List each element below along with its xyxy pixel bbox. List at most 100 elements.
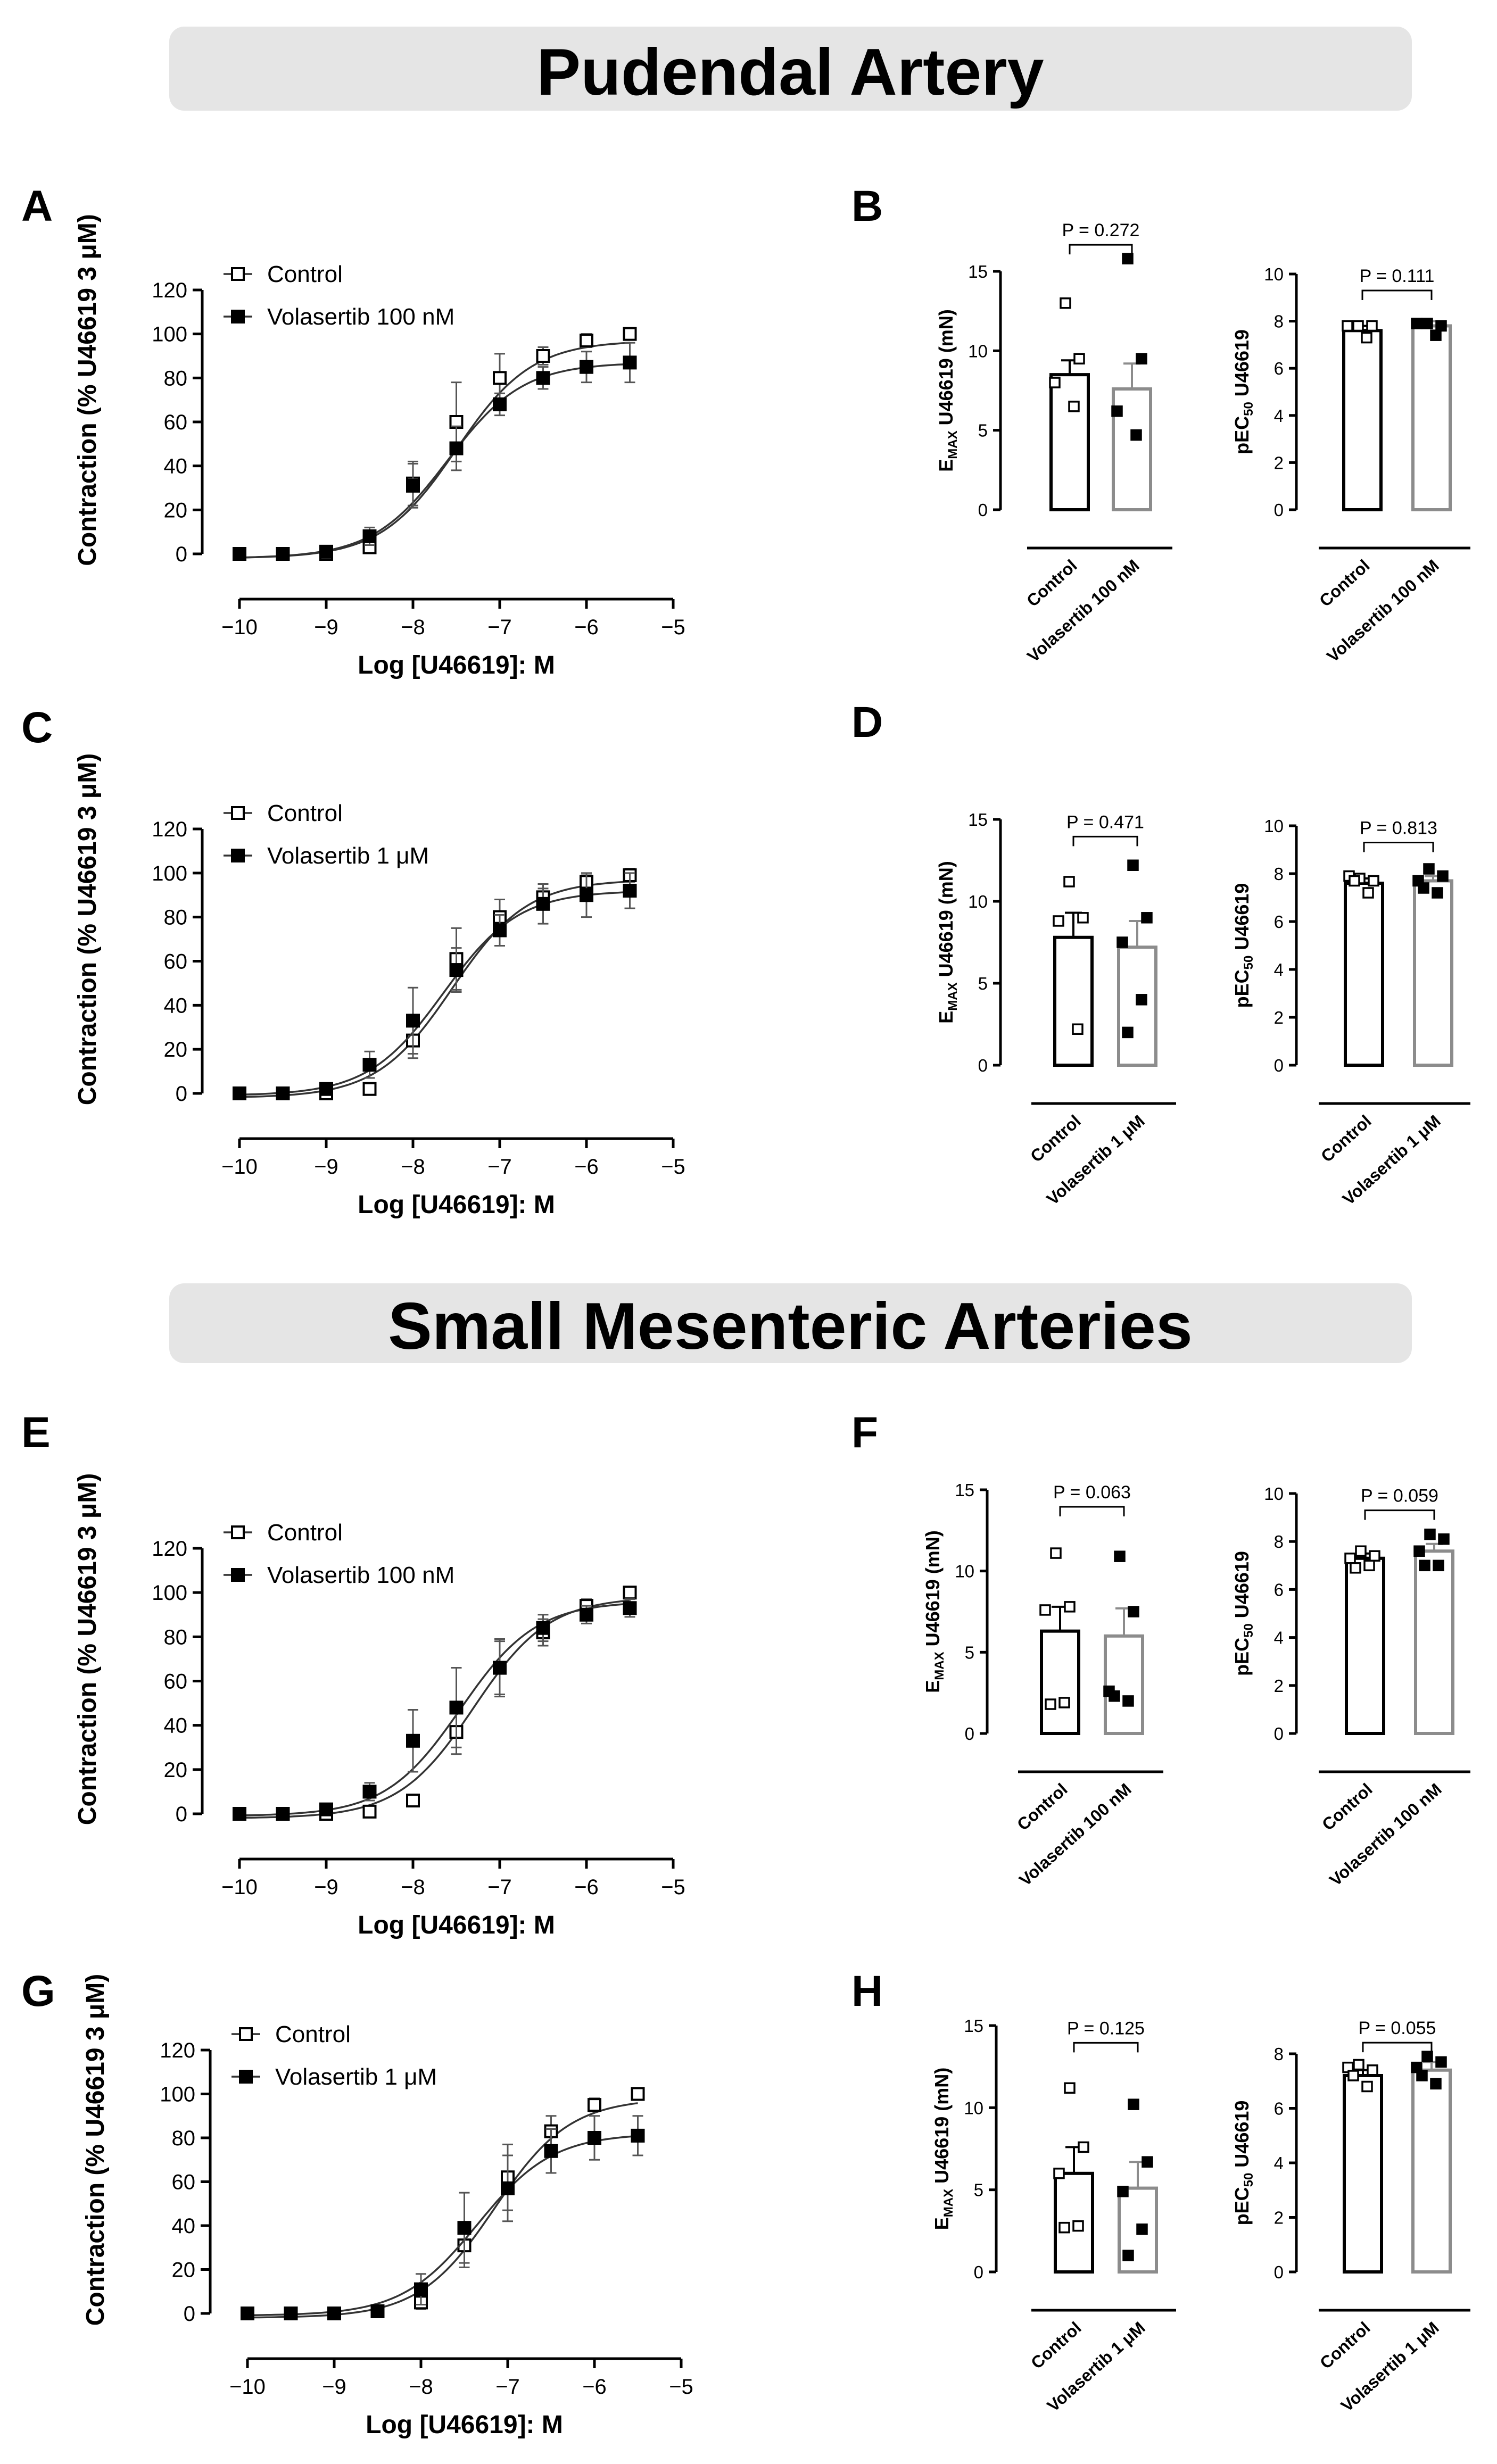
- y-tick-label: 60: [172, 2171, 196, 2194]
- bar-control: [1345, 1556, 1385, 1736]
- bar-control: [1049, 373, 1090, 512]
- y-tick-label: 10: [968, 892, 988, 911]
- y-tick-label: 0: [978, 1056, 988, 1075]
- x-tick-label: −5: [661, 616, 685, 639]
- p-value-label: P = 0.125: [1067, 2018, 1145, 2038]
- category-label: Control: [1027, 1111, 1085, 1166]
- y-tick-label: 80: [164, 906, 188, 930]
- series-treatment: Volasertib 100 nM: [224, 304, 637, 561]
- category-label: Volasertib 100 nM: [1323, 555, 1443, 666]
- x-tick-label: −5: [669, 2375, 693, 2399]
- panel-letter: G: [21, 1967, 55, 2015]
- y-tick-label: 10: [955, 1562, 974, 1581]
- y-tick-label: 20: [164, 499, 188, 522]
- x-tick-label: −8: [409, 2375, 433, 2399]
- data-point: [449, 963, 464, 977]
- data-point: [1435, 320, 1447, 332]
- y-tick-label: 4: [1274, 960, 1284, 980]
- legend-label: Control: [267, 261, 343, 287]
- data-point: [1053, 915, 1064, 927]
- legend-label: Control: [267, 800, 343, 826]
- x-tick-label: −9: [322, 2375, 346, 2399]
- y-tick-label: 6: [1274, 1580, 1284, 1599]
- y-tick-label: 15: [955, 1480, 974, 1500]
- y-tick-label: 10: [1264, 264, 1284, 284]
- x-tick-label: −7: [487, 1155, 512, 1179]
- data-point: [1077, 912, 1089, 924]
- data-point: [1072, 1023, 1084, 1035]
- y-axis-title: Contraction (% U46619 3 μM): [73, 753, 102, 1106]
- x-tick-label: −6: [582, 2375, 607, 2399]
- fit-curve: [247, 2102, 638, 2319]
- category-label: Control: [1316, 2318, 1374, 2372]
- data-point: [1128, 2098, 1139, 2110]
- legend-marker: [231, 1568, 245, 1582]
- data-point: [1064, 1601, 1076, 1613]
- data-point: [493, 923, 507, 938]
- data-point: [1352, 320, 1364, 332]
- x-axis-title: Log [U46619]: M: [358, 1191, 555, 1219]
- data-point: [1060, 297, 1071, 309]
- y-tick-label: 4: [1274, 1628, 1284, 1648]
- y-tick-label: 10: [968, 341, 988, 361]
- y-tick-label: 40: [164, 1714, 188, 1738]
- category-label: Control: [1013, 1779, 1071, 1834]
- panel-letter: H: [851, 1967, 883, 2015]
- y-axis-title: pEC50 U46619: [1231, 2101, 1256, 2226]
- data-point: [1350, 1562, 1361, 1574]
- y-tick-label: 10: [1264, 1484, 1284, 1504]
- data-point: [1045, 1698, 1056, 1710]
- data-point: [580, 888, 593, 902]
- series-treatment: Volasertib 1 μM: [231, 2064, 645, 2320]
- fit-curve: [239, 342, 630, 559]
- data-point: [501, 2181, 515, 2195]
- y-axis-title: Contraction (% U46619 3 μM): [73, 1473, 102, 1826]
- data-point: [1136, 994, 1147, 1006]
- y-tick-label: 100: [152, 323, 187, 346]
- data-point: [1361, 2080, 1373, 2093]
- bar-control: [1343, 2074, 1383, 2274]
- bar-treatment: [1411, 2068, 1452, 2274]
- data-point: [1128, 1606, 1139, 1617]
- y-tick-label: 15: [964, 2016, 983, 2036]
- y-tick-label: 8: [1274, 312, 1284, 331]
- data-point: [327, 2307, 341, 2320]
- data-point: [544, 2144, 558, 2158]
- data-point: [1361, 331, 1372, 344]
- data-point: [1421, 318, 1433, 329]
- y-tick-label: 120: [152, 1537, 187, 1561]
- panel-letter: A: [21, 182, 53, 230]
- y-tick-label: 100: [152, 862, 187, 885]
- y-tick-label: 5: [965, 1642, 974, 1662]
- p-value-label: P = 0.111: [1360, 266, 1435, 286]
- data-point: [1141, 912, 1153, 924]
- data-point: [406, 1014, 420, 1028]
- x-axis-title: Log [U46619]: M: [366, 2411, 563, 2439]
- y-tick-label: 0: [1274, 1724, 1284, 1744]
- legend-marker: [239, 2070, 253, 2084]
- data-point: [493, 397, 507, 411]
- data-point: [362, 1785, 377, 1799]
- data-point: [362, 529, 377, 543]
- x-tick-label: −9: [314, 616, 338, 639]
- fit-curve: [239, 1599, 630, 1819]
- y-axis-title: Contraction (% U46619 3 μM): [73, 214, 102, 566]
- data-point: [1049, 377, 1061, 388]
- x-tick-label: −6: [574, 616, 599, 639]
- y-tick-label: 0: [1274, 1056, 1284, 1075]
- data-point: [1344, 1553, 1356, 1564]
- y-tick-label: 2: [1274, 2208, 1284, 2228]
- category-label: Volasertib 100 nM: [1015, 1779, 1135, 1889]
- data-point: [493, 1661, 507, 1675]
- y-axis-title: EMAX U46619 (mN): [935, 861, 960, 1023]
- y-axis-title: Contraction (% U46619 3 μM): [81, 1974, 110, 2326]
- data-point: [1418, 882, 1429, 894]
- y-tick-label: 6: [1274, 912, 1284, 932]
- y-tick-label: 80: [164, 367, 188, 390]
- y-tick-label: 5: [978, 974, 988, 993]
- x-tick-label: −5: [661, 1876, 685, 1899]
- data-point: [623, 327, 637, 341]
